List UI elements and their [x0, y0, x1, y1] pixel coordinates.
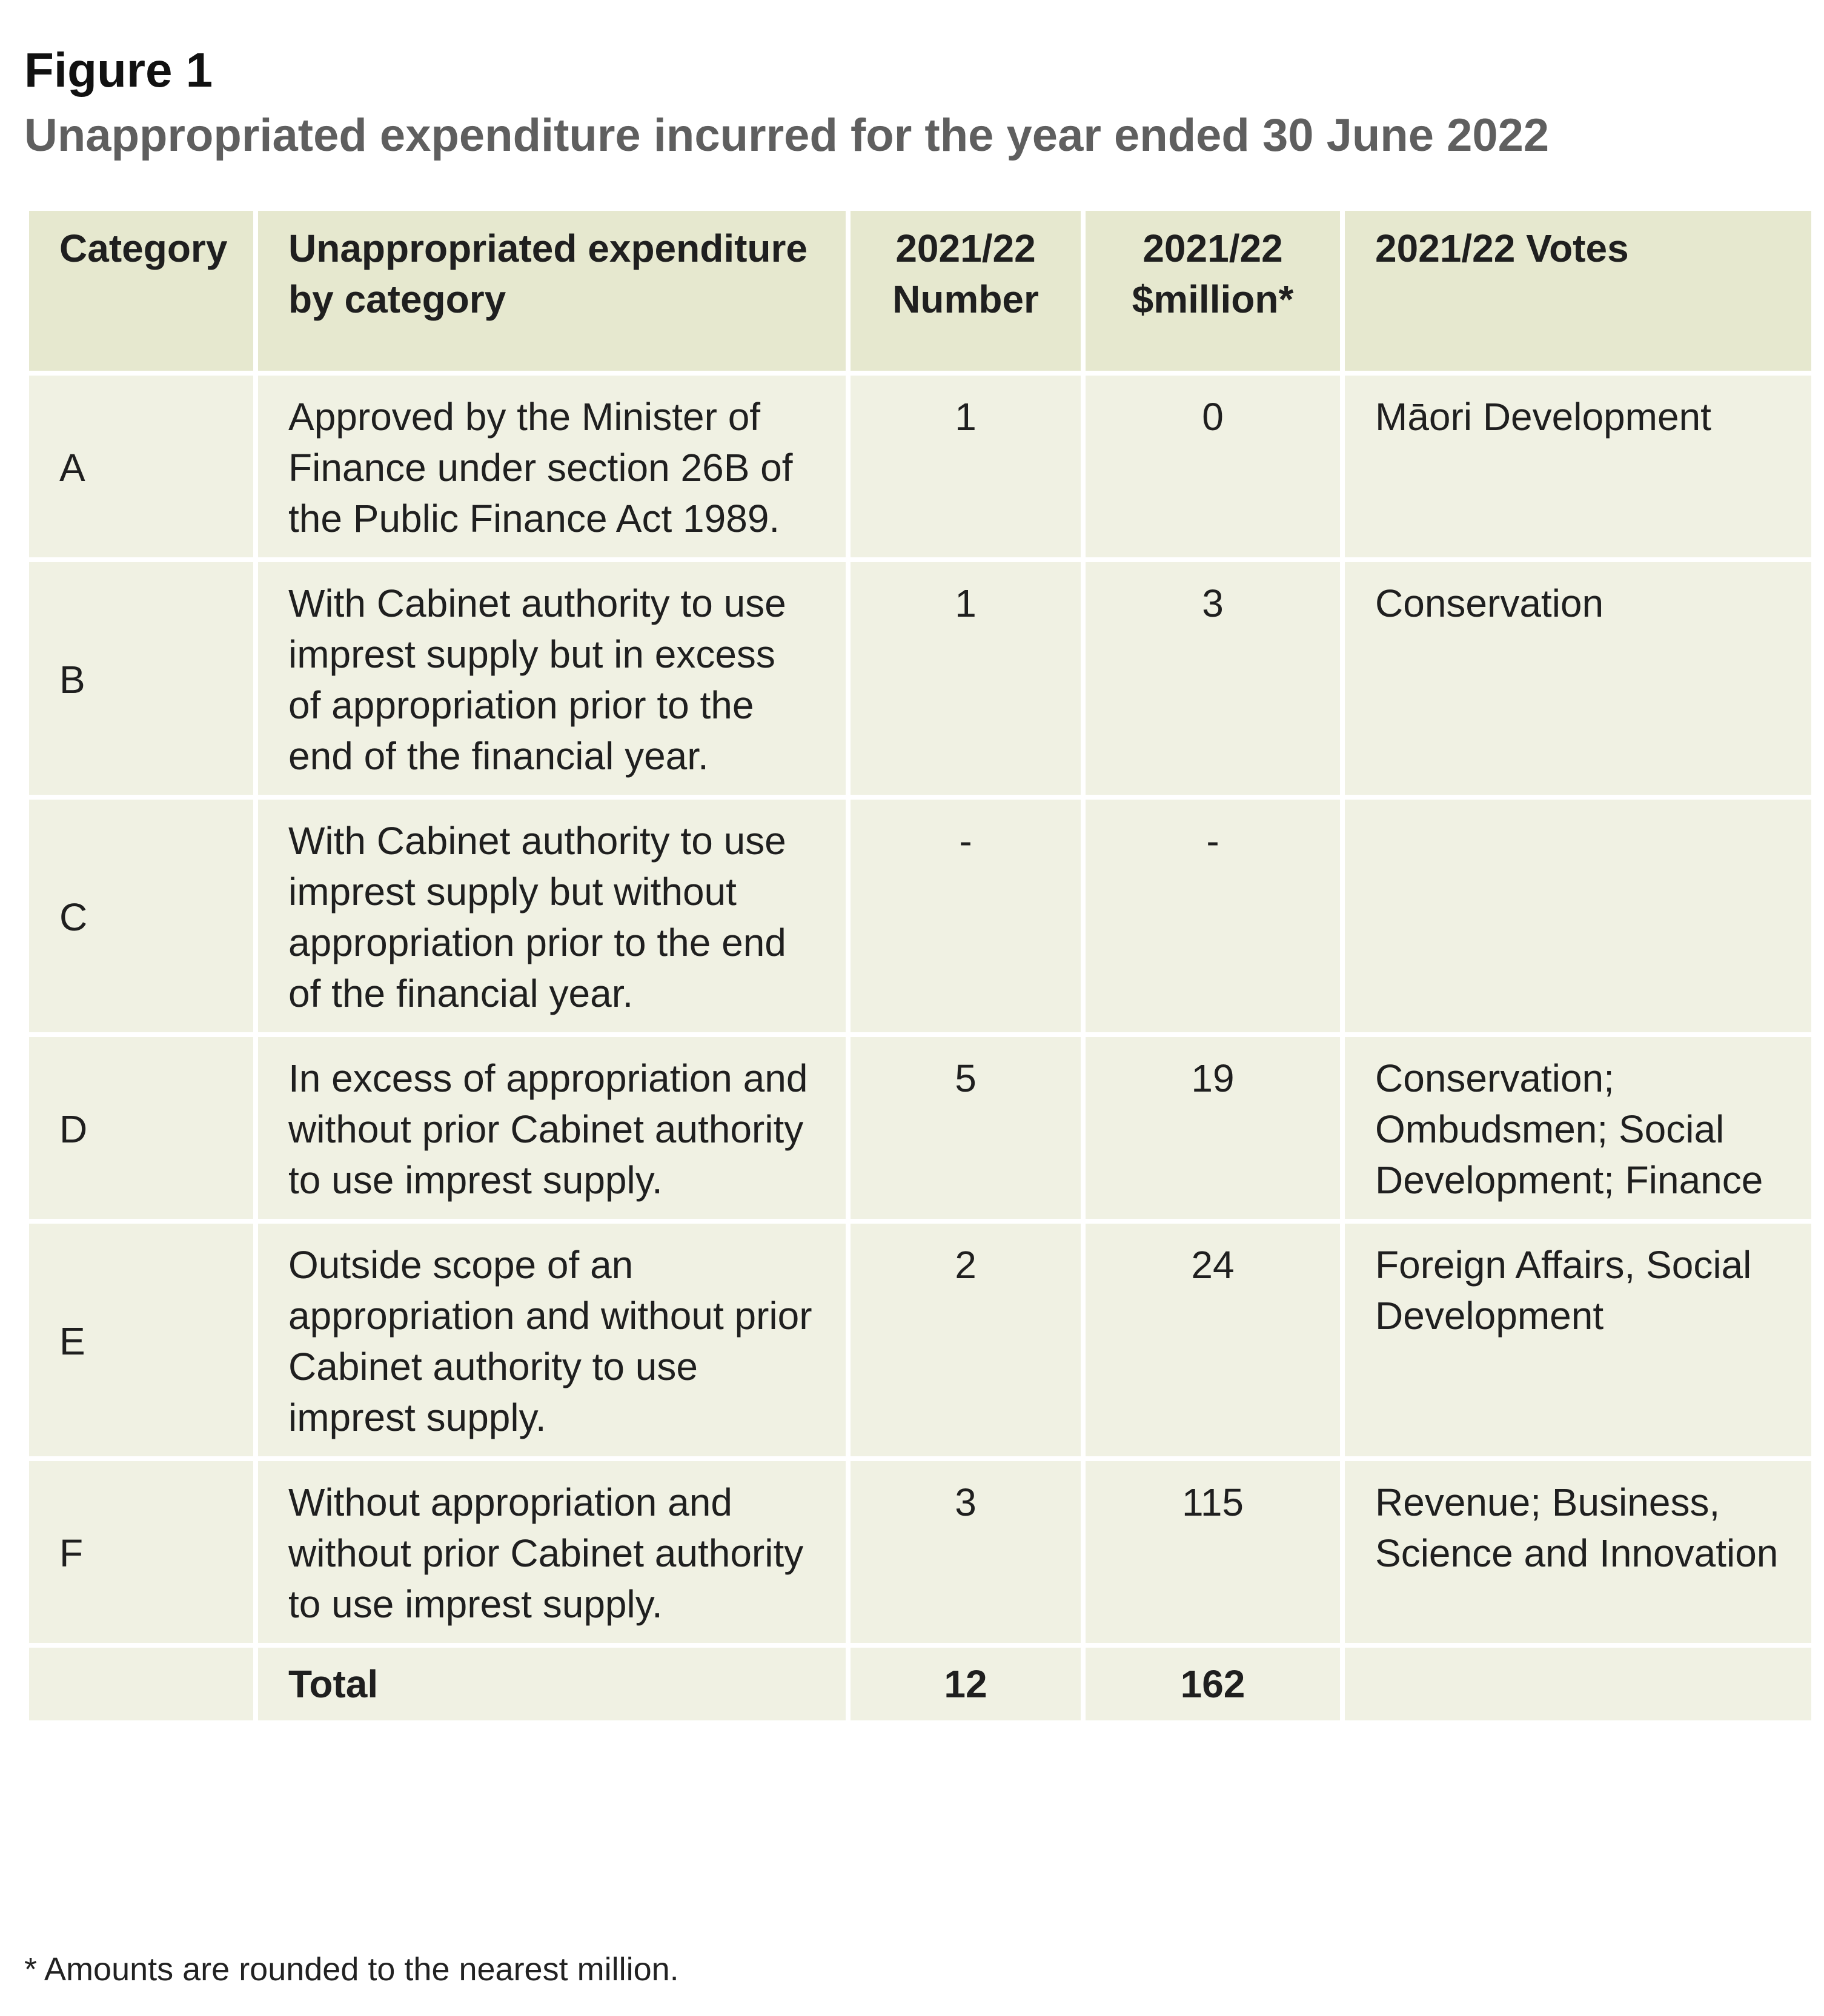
cell-votes-empty — [1345, 1648, 1811, 1720]
cell-votes: Foreign Affairs, Social Development — [1345, 1224, 1811, 1456]
total-number: 12 — [851, 1648, 1081, 1720]
header-votes: 2021/22 Votes — [1345, 211, 1811, 371]
footnote: * Amounts are rounded to the nearest mil… — [24, 1951, 679, 1988]
cell-category-empty — [29, 1648, 253, 1720]
cell-million: 0 — [1086, 376, 1340, 557]
table-row: D In excess of appropriation and without… — [29, 1037, 1811, 1219]
cell-category: B — [29, 562, 253, 795]
header-number: 2021/22 Number — [851, 211, 1081, 371]
cell-category: E — [29, 1224, 253, 1456]
cell-votes: Conservation — [1345, 562, 1811, 795]
cell-description: With Cabinet authority to use imprest su… — [258, 562, 846, 795]
cell-description: Approved by the Minister of Finance unde… — [258, 376, 846, 557]
table-row: C With Cabinet authority to use imprest … — [29, 800, 1811, 1032]
total-label: Total — [258, 1648, 846, 1720]
cell-description: Without appropriation and without prior … — [258, 1461, 846, 1643]
header-category: Category — [29, 211, 253, 371]
header-description: Unappropriated expenditure by category — [258, 211, 846, 371]
cell-number: 1 — [851, 562, 1081, 795]
total-row: Total 12 162 — [29, 1648, 1811, 1720]
cell-category: C — [29, 800, 253, 1032]
cell-category: F — [29, 1461, 253, 1643]
cell-million: 19 — [1086, 1037, 1340, 1219]
cell-number: 1 — [851, 376, 1081, 557]
cell-description: With Cabinet authority to use imprest su… — [258, 800, 846, 1032]
cell-million: - — [1086, 800, 1340, 1032]
cell-number: - — [851, 800, 1081, 1032]
cell-votes — [1345, 800, 1811, 1032]
cell-votes: Revenue; Business, Science and Innovatio… — [1345, 1461, 1811, 1643]
table-row: A Approved by the Minister of Finance un… — [29, 376, 1811, 557]
cell-million: 24 — [1086, 1224, 1340, 1456]
header-row: Category Unappropriated expenditure by c… — [29, 211, 1811, 371]
cell-number: 3 — [851, 1461, 1081, 1643]
cell-category: D — [29, 1037, 253, 1219]
table-row: F Without appropriation and without prio… — [29, 1461, 1811, 1643]
total-million: 162 — [1086, 1648, 1340, 1720]
cell-number: 2 — [851, 1224, 1081, 1456]
figure-label: Figure 1 — [24, 43, 213, 97]
expenditure-table: Category Unappropriated expenditure by c… — [24, 206, 1816, 1725]
cell-description: In excess of appropriation and without p… — [258, 1037, 846, 1219]
table-row: E Outside scope of an appropriation and … — [29, 1224, 1811, 1456]
cell-votes: Conservation; Ombudsmen; Social Developm… — [1345, 1037, 1811, 1219]
cell-number: 5 — [851, 1037, 1081, 1219]
cell-million: 3 — [1086, 562, 1340, 795]
table-row: B With Cabinet authority to use imprest … — [29, 562, 1811, 795]
cell-description: Outside scope of an appropriation and wi… — [258, 1224, 846, 1456]
header-million: 2021/22 $million* — [1086, 211, 1340, 371]
cell-million: 115 — [1086, 1461, 1340, 1643]
cell-votes: Māori Development — [1345, 376, 1811, 557]
cell-category: A — [29, 376, 253, 557]
figure-title: Unappropriated expenditure incurred for … — [24, 110, 1550, 161]
